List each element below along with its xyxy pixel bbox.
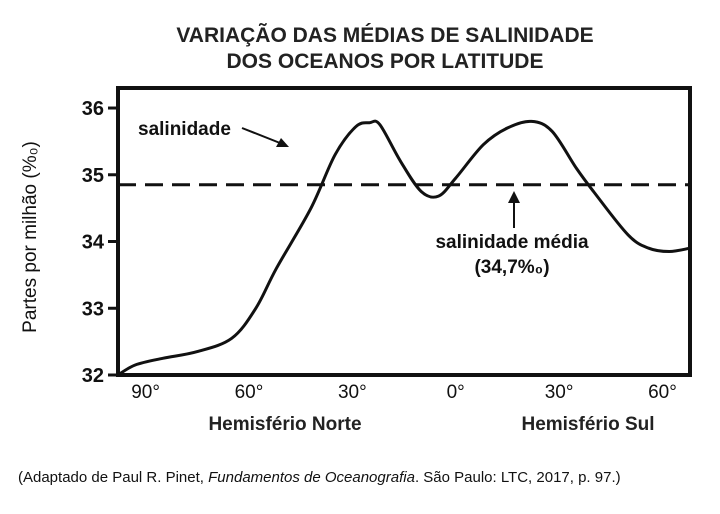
y-axis-label: Partes por milhão (%₀) xyxy=(20,141,41,333)
salinity-arrow-line xyxy=(241,127,281,144)
y-tick-label: 34 xyxy=(82,232,105,254)
x-tick-label: 60° xyxy=(235,382,264,403)
x-tick-label: 30° xyxy=(338,382,367,403)
source-suffix: . São Paulo: LTC, 2017, p. 97.) xyxy=(414,469,621,486)
x-tick-label: 0° xyxy=(447,382,465,403)
y-tick-label: 33 xyxy=(82,298,104,320)
chart-title-line2: DOS OCEANOS POR LATITUDE xyxy=(227,50,544,73)
mean-arrow-head xyxy=(508,191,520,203)
salinity-curve xyxy=(117,119,691,377)
plot-frame xyxy=(116,86,692,377)
source-book-title: Fundamentos de Oceanografia xyxy=(208,469,415,486)
mean-value: (34,7%₀) xyxy=(474,257,549,278)
salinity-chart: VARIAÇÃO DAS MÉDIAS DE SALINIDADE DOS OC… xyxy=(20,24,692,435)
y-tick-label: 36 xyxy=(82,98,104,120)
hemisphere-south-label: Hemisfério Sul xyxy=(521,414,654,435)
y-tick-label: 32 xyxy=(82,365,104,387)
chart-title-line1: VARIAÇÃO DAS MÉDIAS DE SALINIDADE xyxy=(176,24,593,47)
salinity-label: salinidade xyxy=(138,119,231,140)
hemisphere-north-label: Hemisfério Norte xyxy=(208,414,361,435)
x-tick-label: 60° xyxy=(648,382,677,403)
source-prefix: (Adaptado de Paul R. Pinet, xyxy=(18,469,209,486)
salinity-arrow-head xyxy=(276,138,289,147)
mean-label: salinidade média xyxy=(435,232,589,253)
y-tick-label: 35 xyxy=(82,165,104,187)
x-tick-label: 90° xyxy=(131,382,160,403)
x-tick-label: 30° xyxy=(545,382,574,403)
source-citation: (Adaptado de Paul R. Pinet, Fundamentos … xyxy=(18,469,621,486)
